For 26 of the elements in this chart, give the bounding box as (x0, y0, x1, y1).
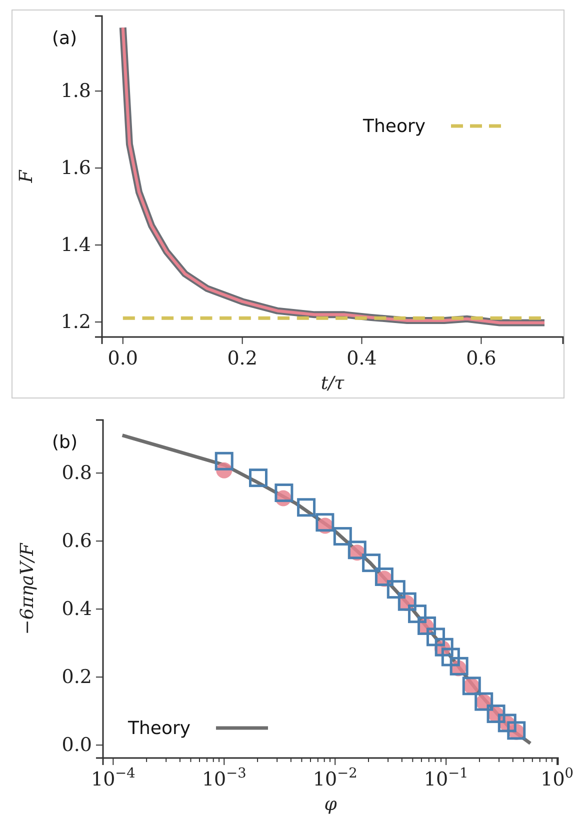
y-tick-label: 0.8 (62, 462, 92, 484)
y-tick-label: 0.6 (62, 530, 92, 552)
y-axis-title: F (16, 168, 37, 184)
legend-label: Theory (362, 116, 426, 137)
x-axis-title: t/τ (320, 373, 346, 394)
x-axis-title: φ (324, 794, 338, 815)
x-tick-label: 0.0 (108, 347, 138, 370)
x-tick-label: 0.6 (466, 347, 496, 370)
text: (b) (52, 432, 78, 453)
x-tick-label: 10$^{−2}$ (312, 765, 358, 790)
x-tick-label: 10$^{−1}$ (424, 765, 468, 790)
y-tick-label: 0.4 (62, 598, 92, 620)
x-tick-label: 10$^{−4}$ (90, 765, 136, 790)
x-tick-label: 10$^{−3}$ (202, 765, 246, 790)
y-tick-label: 1.6 (60, 157, 91, 180)
x-tick-label: 0.4 (346, 347, 377, 370)
x-tick-label: 10$^{0}$ (540, 765, 573, 790)
text: (a) (52, 28, 78, 49)
y-tick-label: 0.0 (62, 734, 92, 756)
y-axis-title: −6πηaV/F (17, 542, 38, 635)
x-tick-label: 0.2 (227, 347, 258, 370)
y-tick-label: 1.8 (60, 80, 91, 102)
y-tick-label: 0.2 (62, 666, 92, 688)
y-tick-label: 1.4 (60, 234, 91, 256)
y-tick-label: 1.2 (60, 311, 91, 334)
legend-label: Theory (127, 718, 191, 739)
